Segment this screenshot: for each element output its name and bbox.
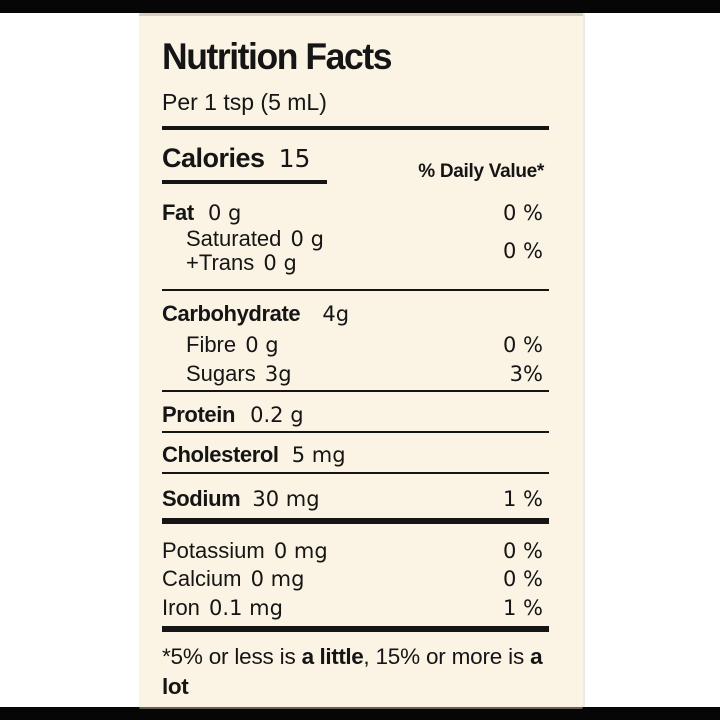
header-rule — [162, 126, 549, 130]
calories-value: 15 — [278, 144, 311, 173]
fibre-name: Fibre — [186, 332, 237, 357]
carbohydrate-row: Carbohydrate 4g — [162, 300, 549, 328]
sugars-amount: 3g — [264, 362, 292, 386]
carbohydrate-name: Carbohydrate — [162, 301, 301, 326]
potassium-percent: 0 % — [503, 539, 543, 563]
iron-percent: 1 % — [503, 596, 543, 620]
trans-amount: 0 g — [263, 251, 297, 275]
fibre-row: Fibre 0 g 0 % — [162, 331, 549, 359]
iron-amount: 0.1 mg — [209, 596, 283, 620]
fat-row: Fat 0 g 0 % — [162, 199, 549, 227]
carbohydrate-amount: 4g — [322, 302, 350, 326]
carbohydrate-section-rule — [162, 390, 549, 392]
sodium-row: Sodium 30 mg 1 % — [162, 485, 549, 513]
calcium-row: Calcium 0 mg 0 % — [162, 565, 549, 593]
saturated-amount: 0 g — [290, 227, 324, 251]
calories-line: Calories 15 — [162, 143, 549, 174]
saturated-row: Saturated 0 g — [186, 226, 324, 252]
trans-row: +Trans 0 g — [186, 250, 324, 276]
sugars-percent: 3% — [509, 362, 543, 386]
minerals-section-rule — [162, 626, 549, 632]
fat-name: Fat — [162, 200, 194, 225]
fibre-amount: 0 g — [245, 333, 279, 357]
calcium-name: Calcium — [162, 566, 242, 591]
saturated-trans-percent: 0 % — [503, 239, 543, 263]
protein-name: Protein — [162, 402, 235, 427]
sugars-row: Sugars 3g 3% — [162, 360, 549, 388]
calories-label: Calories — [162, 143, 265, 173]
fat-percent: 0 % — [503, 201, 543, 225]
daily-value-header: % Daily Value* — [418, 161, 544, 182]
footnote: *5% or less is a little, 15% or more is … — [162, 642, 549, 702]
nutrition-facts-card: Nutrition Facts Per 1 tsp (5 mL) Calorie… — [139, 13, 583, 707]
iron-row: Iron 0.1 mg 1 % — [162, 594, 549, 622]
calcium-amount: 0 mg — [250, 567, 305, 591]
fat-amount: 0 g — [207, 201, 242, 225]
protein-row: Protein 0.2 g — [162, 401, 549, 429]
saturated-trans-group: Saturated 0 g +Trans 0 g 0 % — [162, 226, 549, 276]
footnote-bold-a-lot: a lot — [162, 644, 543, 699]
fat-section-rule — [162, 289, 549, 291]
top-border-bar — [0, 0, 720, 13]
bottom-border-bar — [0, 707, 720, 720]
sugars-name: Sugars — [186, 361, 256, 386]
sodium-section-rule — [162, 518, 549, 524]
sodium-amount: 30 mg — [252, 487, 320, 511]
sodium-name: Sodium — [162, 486, 241, 511]
label-title: Nutrition Facts — [162, 36, 392, 77]
potassium-amount: 0 mg — [273, 539, 328, 563]
footnote-text-1: *5% or less is — [162, 644, 302, 669]
potassium-name: Potassium — [162, 538, 265, 563]
calcium-percent: 0 % — [503, 567, 543, 591]
footnote-text-2: , 15% or more is — [363, 644, 531, 669]
cholesterol-name: Cholesterol — [162, 442, 279, 467]
iron-name: Iron — [162, 595, 200, 620]
saturated-name: Saturated — [186, 226, 282, 251]
protein-section-rule — [162, 431, 549, 433]
cholesterol-row: Cholesterol 5 mg — [162, 441, 549, 469]
potassium-row: Potassium 0 mg 0 % — [162, 537, 549, 565]
sodium-percent: 1 % — [503, 487, 543, 511]
nutrition-facts-content: Nutrition Facts Per 1 tsp (5 mL) Calorie… — [162, 16, 549, 702]
serving-size: Per 1 tsp (5 mL) — [162, 89, 327, 115]
footnote-bold-a-little: a little — [301, 644, 364, 669]
fibre-percent: 0 % — [503, 333, 543, 357]
cholesterol-section-rule — [162, 472, 549, 474]
calories-section: Calories 15 % Daily Value* — [162, 143, 549, 184]
protein-amount: 0.2 g — [250, 403, 304, 427]
trans-name: +Trans — [186, 250, 255, 275]
cholesterol-amount: 5 mg — [291, 443, 346, 467]
calories-underline-rule — [162, 180, 327, 184]
